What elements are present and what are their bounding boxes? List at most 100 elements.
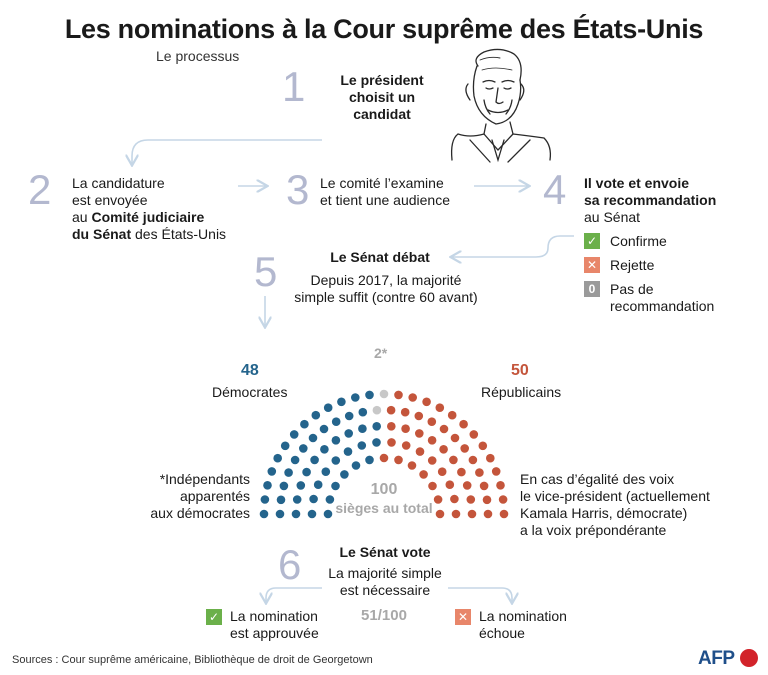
seat-republican — [407, 461, 417, 470]
seat-democrat — [289, 430, 299, 439]
step-6-text: La majorité simple est nécessaire — [328, 565, 442, 598]
seat-democrat — [259, 509, 269, 519]
seat-republican — [496, 481, 505, 490]
seat-republican — [450, 433, 460, 443]
arrow-1-2 — [132, 139, 322, 164]
seat-democrat — [365, 390, 374, 400]
seat-democrat — [284, 468, 293, 477]
seat-republican — [400, 407, 410, 417]
seat-democrat — [310, 455, 319, 465]
seat-republican — [478, 441, 488, 451]
seat-democrat — [331, 481, 340, 491]
seat-democrat — [292, 495, 302, 504]
zero-icon: 0 — [584, 281, 600, 297]
seat-democrat — [372, 422, 382, 431]
seat-republican — [422, 397, 431, 407]
seat-republican — [427, 456, 437, 465]
seat-democrat — [267, 467, 277, 476]
seat-republican — [498, 495, 508, 504]
seat-democrat — [323, 509, 333, 519]
republicans-label: Républicains — [481, 384, 562, 400]
seat-republican — [394, 455, 403, 465]
total-seats-label: sièges au total — [335, 500, 433, 516]
total-seats-number: 100 — [370, 481, 398, 498]
seat-republican — [414, 411, 424, 421]
step-4-text: Il vote et envoie sa recommandation au S… — [584, 175, 717, 225]
seat-republican — [379, 453, 389, 463]
seat-republican — [415, 447, 425, 456]
seat-republican — [415, 429, 424, 438]
seat-republican — [435, 509, 445, 519]
seat-democrat — [357, 441, 367, 450]
seat-democrat — [340, 470, 349, 479]
seat-democrat — [320, 445, 329, 454]
step-3-text: Le comité l’examine et tient une audienc… — [320, 175, 450, 208]
seat-democrat — [358, 407, 368, 417]
seat-democrat — [263, 481, 272, 490]
seat-democrat — [291, 509, 301, 519]
seat-republican — [466, 495, 476, 504]
step-6-heading: Le Sénat vote — [339, 544, 431, 560]
seat-republican — [439, 424, 449, 434]
seat-republican — [469, 430, 479, 439]
seat-independent — [379, 389, 389, 399]
seat-republican — [401, 441, 411, 450]
step-5-heading: Le Sénat débat — [330, 249, 430, 265]
step-2-text: La candidature est envoyée au Comité jud… — [72, 175, 227, 242]
seat-democrat — [296, 481, 306, 490]
seat-republican — [437, 467, 447, 477]
democrats-count: 48 — [241, 362, 259, 379]
step-2-number: 2 — [28, 166, 52, 213]
senate-hemicycle — [259, 389, 509, 519]
step-1-text: Le président choisit un candidat — [340, 72, 424, 122]
page-title: Les nominations à la Cour suprême des Ét… — [64, 14, 704, 44]
seat-republican — [449, 455, 458, 465]
step-3-number: 3 — [286, 166, 310, 213]
seat-republican — [387, 422, 396, 431]
seat-democrat — [275, 509, 285, 519]
seat-democrat — [325, 495, 335, 504]
seat-republican — [482, 495, 492, 505]
seat-democrat — [358, 424, 367, 434]
seat-democrat — [323, 403, 333, 413]
seat-republican — [459, 419, 468, 429]
seat-republican — [428, 481, 437, 491]
seat-republican — [427, 417, 437, 427]
afp-logo-circle-icon — [739, 649, 758, 667]
seat-republican — [386, 405, 396, 415]
seat-republican — [460, 444, 470, 453]
tie-note: En cas d’égalité des voix le vice-présid… — [520, 471, 710, 538]
seat-republican — [435, 403, 445, 413]
independents-note: *Indépendants apparentés aux démocrates — [150, 471, 250, 521]
seat-democrat — [321, 467, 331, 477]
seat-democrat — [343, 447, 353, 456]
seat-democrat — [307, 509, 317, 519]
arrow-4-5 — [452, 235, 574, 257]
seat-democrat — [302, 467, 311, 477]
step-4-number: 4 — [543, 166, 567, 213]
republicans-count: 50 — [511, 362, 529, 379]
seat-republican — [457, 467, 466, 477]
seat-republican — [475, 468, 484, 477]
seat-republican — [499, 509, 509, 519]
majority-threshold: 51/100 — [361, 607, 407, 624]
seat-republican — [433, 495, 443, 504]
seat-democrat — [344, 429, 354, 438]
seat-republican — [427, 436, 437, 445]
seat-democrat — [372, 438, 381, 447]
seat-democrat — [344, 411, 354, 421]
afp-logo: AFP — [698, 648, 758, 670]
seat-democrat — [331, 417, 341, 427]
seat-democrat — [290, 455, 300, 465]
seat-republican — [439, 445, 448, 454]
seat-democrat — [280, 441, 290, 451]
seat-democrat — [351, 461, 361, 470]
cross-icon: ✕ — [455, 609, 471, 625]
seat-democrat — [308, 433, 318, 443]
seat-republican — [468, 455, 478, 465]
seat-democrat — [319, 424, 329, 434]
seat-republican — [479, 481, 489, 491]
check-icon: ✓ — [584, 233, 600, 249]
seat-democrat — [279, 481, 289, 491]
